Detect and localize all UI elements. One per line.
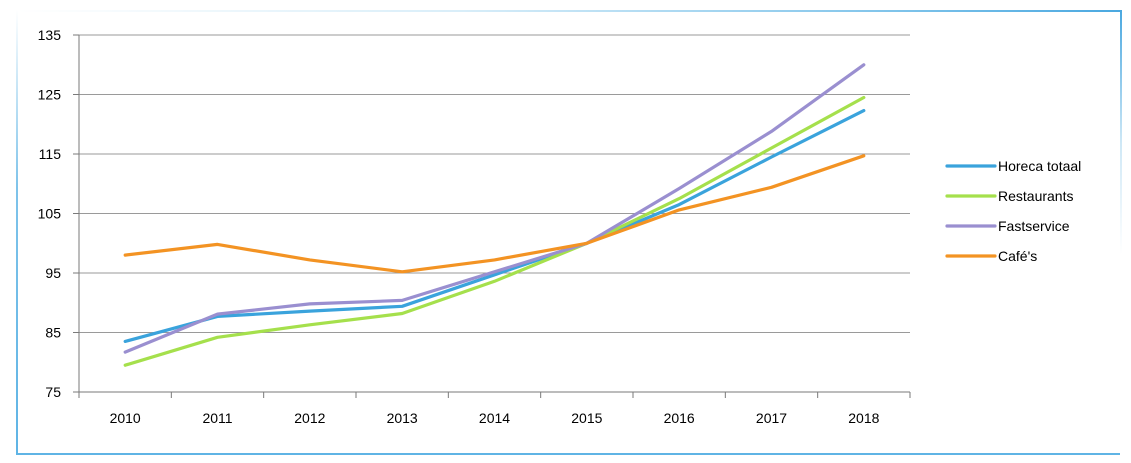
series-line-restaurants [123, 95, 866, 367]
x-tick-label: 2017 [756, 410, 787, 426]
y-tick-label: 105 [38, 206, 62, 222]
x-tick-label: 2013 [387, 410, 418, 426]
frame-top-border [16, 10, 1122, 12]
y-tick-label: 115 [39, 146, 62, 162]
frame-right-border [1120, 10, 1122, 455]
series-line-caf-s [123, 154, 866, 274]
y-tick-label: 95 [45, 265, 61, 281]
legend-label: Café's [998, 248, 1037, 264]
y-tick-label: 135 [38, 27, 62, 43]
x-tick-label: 2015 [571, 410, 602, 426]
legend-label: Horeca totaal [998, 158, 1081, 174]
gridlines [79, 34, 910, 333]
series-line-horeca-totaal [123, 108, 866, 343]
y-tick-label: 75 [45, 384, 61, 400]
x-tick-label: 2011 [202, 410, 232, 426]
frame-bottom-border [16, 453, 1122, 455]
y-tick-label: 125 [38, 87, 62, 103]
x-tick-label: 2012 [294, 410, 325, 426]
legend-label: Fastservice [998, 218, 1070, 234]
x-tick-label: 2016 [664, 410, 695, 426]
legend-item: Restaurants [945, 188, 1073, 204]
y-tick-label: 85 [45, 325, 61, 341]
axes [73, 34, 911, 398]
x-tick-labels: 2010 2011 2012 2013 2014 2015 2016 2017 2018 [110, 410, 880, 426]
legend: Horeca totaal Restaurants Fastservice Café'… [945, 158, 1081, 264]
frame-left-border [16, 10, 18, 455]
y-tick-labels: 75 85 95 105 115 125 135 [38, 27, 62, 400]
legend-item: Café's [945, 248, 1037, 264]
x-tick-label: 2010 [110, 410, 141, 426]
legend-item: Horeca totaal [945, 158, 1081, 174]
series-line-fastservice [123, 63, 866, 354]
x-tick-label: 2018 [848, 410, 879, 426]
legend-label: Restaurants [998, 188, 1073, 204]
series-lines [123, 63, 866, 367]
legend-item: Fastservice [945, 218, 1070, 234]
x-tick-label: 2014 [479, 410, 510, 426]
